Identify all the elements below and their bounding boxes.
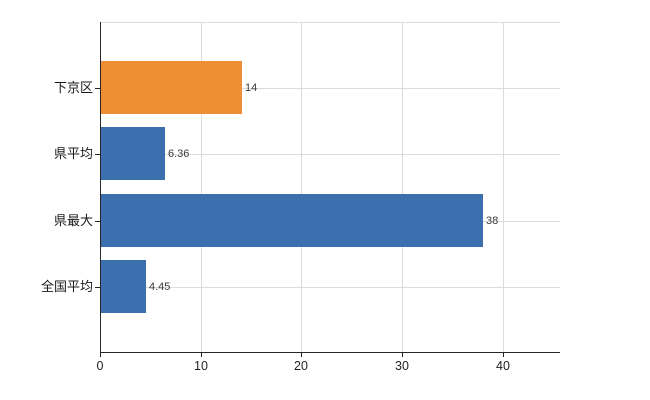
x-axis-tick	[503, 353, 504, 357]
x-tick-label: 30	[395, 359, 409, 373]
bar	[101, 260, 146, 313]
x-axis-tick	[301, 353, 302, 357]
gridline-vertical	[201, 22, 202, 353]
category-label: 下京区	[53, 80, 93, 95]
plot-area	[100, 22, 560, 353]
x-axis-line	[100, 352, 560, 353]
x-tick-label: 20	[294, 359, 308, 373]
bar	[101, 61, 242, 114]
x-axis-tick	[201, 353, 202, 357]
plot-top-border	[100, 22, 560, 23]
bar-value-label: 14	[245, 82, 258, 94]
gridline-vertical	[301, 22, 302, 353]
bar	[101, 194, 483, 247]
y-axis-tick	[95, 221, 100, 222]
x-tick-label: 0	[96, 359, 104, 373]
x-axis-tick	[402, 353, 403, 357]
x-axis-tick	[100, 353, 101, 357]
gridline-horizontal	[100, 88, 560, 89]
category-label: 県最大	[53, 213, 93, 228]
y-axis-line	[100, 22, 101, 357]
y-axis-tick	[95, 154, 100, 155]
bar-value-label: 38	[486, 215, 499, 227]
y-axis-tick	[95, 287, 100, 288]
x-tick-label: 40	[496, 359, 510, 373]
bar	[101, 127, 165, 180]
gridline-horizontal	[100, 287, 560, 288]
x-tick-label: 10	[194, 359, 208, 373]
bar-value-label: 4.45	[149, 281, 171, 293]
bar-value-label: 6.36	[168, 148, 190, 160]
gridline-vertical	[503, 22, 504, 353]
gridline-horizontal	[100, 154, 560, 155]
category-label: 全国平均	[40, 279, 93, 294]
category-label: 県平均	[53, 146, 93, 161]
gridline-vertical	[402, 22, 403, 353]
y-axis-tick	[95, 88, 100, 89]
